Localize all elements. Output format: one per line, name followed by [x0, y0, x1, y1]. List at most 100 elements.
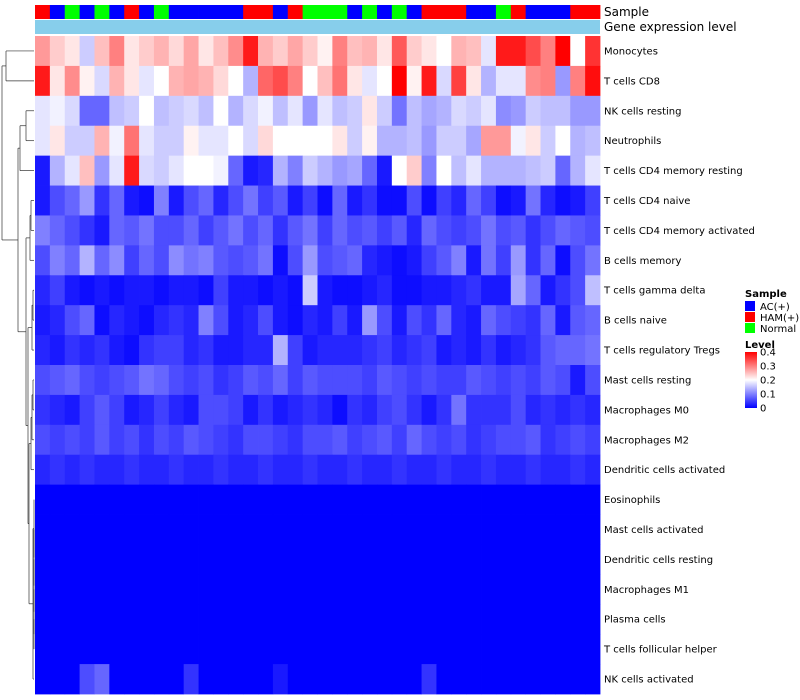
- heatmap-cell: [332, 215, 348, 246]
- heatmap-cell: [525, 574, 541, 605]
- heatmap-cell: [451, 155, 467, 186]
- heatmap-cell: [49, 365, 66, 396]
- heatmap-cell: [347, 95, 363, 127]
- heatmap-cell: [258, 394, 274, 426]
- heatmap-cell: [451, 574, 467, 605]
- heatmap-cell: [258, 604, 274, 635]
- heatmap-cell: [391, 514, 408, 545]
- heatmap-cell: [243, 335, 259, 366]
- heatmap-cell: [347, 544, 363, 575]
- heatmap-cell: [421, 544, 437, 575]
- heatmap-cell: [510, 125, 527, 157]
- heatmap-cell: [585, 424, 601, 456]
- heatmap-cell: [510, 454, 527, 486]
- heatmap-cell: [109, 185, 125, 216]
- sample-cell: [332, 5, 348, 19]
- heatmap-cell: [495, 215, 512, 246]
- heatmap-cell: [481, 245, 497, 276]
- heatmap-cell: [168, 335, 185, 366]
- heatmap-cell: [109, 544, 125, 575]
- heatmap-cell: [302, 365, 318, 396]
- heatmap-cell: [243, 155, 259, 186]
- heatmap-cell: [79, 95, 95, 127]
- heatmap-cell: [451, 275, 467, 306]
- heatmap-cell: [436, 125, 452, 157]
- heatmap-cell: [525, 604, 541, 635]
- heatmap-cell: [466, 514, 482, 545]
- heatmap-cell: [481, 65, 497, 97]
- heatmap-cell: [287, 574, 304, 605]
- sample-cell: [495, 5, 512, 19]
- heatmap-cell: [287, 604, 304, 635]
- heatmap-cell: [332, 95, 348, 127]
- heatmap-cell: [228, 335, 244, 366]
- heatmap-cell: [198, 185, 214, 216]
- heatmap-cell: [466, 125, 482, 157]
- heatmap-cell: [421, 394, 437, 426]
- heatmap-cell: [495, 634, 512, 665]
- heatmap-cell: [168, 424, 185, 456]
- heatmap-cell: [272, 305, 289, 336]
- heatmap-cell: [436, 275, 452, 306]
- heatmap-cell: [495, 424, 512, 456]
- heatmap-cell: [124, 36, 140, 67]
- heatmap-cell: [109, 335, 125, 366]
- heatmap-cell: [347, 454, 363, 486]
- heatmap-cell: [94, 604, 110, 635]
- heatmap-cell: [525, 275, 541, 306]
- heatmap-cell: [213, 634, 229, 665]
- heatmap-cell: [406, 305, 422, 336]
- heatmap-cell: [94, 245, 110, 276]
- heatmap-cell: [198, 125, 214, 157]
- heatmap-cell: [258, 245, 274, 276]
- heatmap-cell: [525, 215, 541, 246]
- heatmap-cell: [466, 574, 482, 605]
- heatmap-cell: [555, 664, 571, 695]
- heatmap-cell: [79, 604, 95, 635]
- legend-color-gradient: [745, 352, 757, 408]
- heatmap-cell: [64, 574, 81, 605]
- heatmap-cell: [183, 275, 199, 306]
- heatmap-cell: [198, 245, 214, 276]
- heatmap-cell: [243, 125, 259, 157]
- heatmap-cell: [79, 664, 95, 695]
- heatmap-cell: [570, 185, 586, 216]
- heatmap-cell: [35, 664, 51, 695]
- row-label: Eosinophils: [604, 495, 660, 506]
- heatmap-cell: [362, 604, 378, 635]
- heatmap-cell: [272, 604, 289, 635]
- heatmap-cell: [317, 424, 333, 456]
- heatmap-cell: [287, 36, 304, 67]
- heatmap-cell: [540, 215, 556, 246]
- heatmap-cell: [585, 155, 601, 186]
- heatmap-cell: [585, 65, 601, 97]
- legend-level-title: Level: [745, 340, 775, 351]
- heatmap-cell: [49, 185, 66, 216]
- row-label: T cells regulatory Tregs: [603, 346, 720, 357]
- row-label: T cells gamma delta: [603, 286, 705, 297]
- heatmap-cell: [436, 514, 452, 545]
- heatmap-cell: [258, 36, 274, 67]
- heatmap-cell: [183, 215, 199, 246]
- heatmap-cell: [168, 454, 185, 486]
- heatmap-cell: [481, 664, 497, 695]
- heatmap-cell: [585, 215, 601, 246]
- heatmap-cell: [49, 245, 66, 276]
- heatmap-cell: [436, 305, 452, 336]
- heatmap-cell: [362, 365, 378, 396]
- heatmap-cell: [481, 544, 497, 575]
- heatmap-cell: [168, 155, 185, 186]
- heatmap-cell: [183, 664, 199, 695]
- heatmap-cell: [153, 424, 170, 456]
- heatmap-cell: [124, 65, 140, 97]
- heatmap-cell: [258, 65, 274, 97]
- heatmap-cell: [198, 514, 214, 545]
- heatmap-cell: [540, 125, 556, 157]
- heatmap-cell: [35, 275, 51, 306]
- heatmap-cell: [495, 95, 512, 127]
- heatmap-cell: [495, 514, 512, 545]
- heatmap-cell: [436, 544, 452, 575]
- heatmap-cell: [391, 394, 408, 426]
- sample-cell: [585, 5, 601, 19]
- gene-expression-annotation-label: Gene expression level: [604, 20, 737, 34]
